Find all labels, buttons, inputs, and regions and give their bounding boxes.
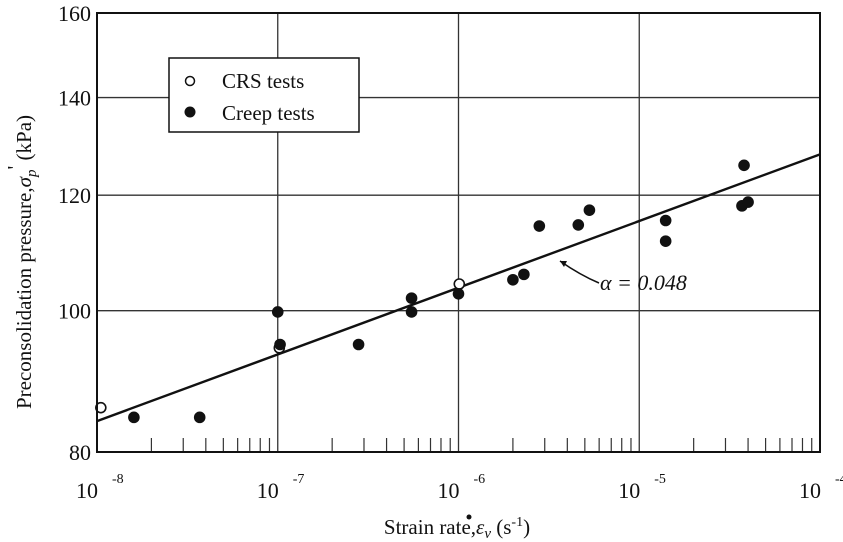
creep-point	[659, 214, 672, 227]
x-axis-title-unit-exp: -1	[511, 515, 523, 530]
creep-point	[738, 159, 750, 172]
annotation-arrow	[559, 260, 600, 284]
y-tick-label: 100	[58, 299, 91, 324]
x-axis-title-symbol: ε	[476, 515, 485, 539]
x-tick-exponent: -4	[835, 472, 843, 487]
x-tick-label: 10	[799, 478, 821, 503]
y-tick-label: 160	[58, 1, 91, 26]
creep-point	[352, 338, 365, 351]
creep-point	[405, 292, 418, 304]
x-tick-label: 10	[438, 478, 460, 503]
creep-point	[572, 219, 585, 231]
y-tick-labels: 80 100 120 140 160	[58, 1, 91, 465]
creep-point	[533, 220, 546, 232]
legend-label-creep: Creep tests	[222, 101, 315, 125]
fit-label: α = 0.048	[600, 270, 687, 295]
fit-annotation: α = 0.048	[559, 260, 687, 295]
crs-point	[95, 401, 107, 414]
y-axis-title-symbol: σ	[12, 175, 36, 187]
y-axis-title-prefix: Preconsolidation pressure,	[12, 187, 36, 409]
x-axis-title-unit-close: )	[523, 515, 530, 539]
y-tick-label: 140	[58, 86, 91, 111]
y-axis-title-prime: '	[3, 166, 27, 170]
y-axis-title: Preconsolidation pressure,σp' (kPa)	[3, 115, 40, 409]
crs-point	[453, 278, 466, 290]
creep-point	[452, 288, 465, 300]
creep-point	[659, 235, 672, 247]
creep-point	[742, 196, 754, 208]
annotation-arrowhead	[560, 261, 567, 267]
x-tick-exponent: -8	[112, 472, 124, 487]
y-tick-label: 120	[58, 183, 91, 208]
y-axis-title-sub: p	[24, 169, 40, 178]
creep-point	[405, 306, 418, 318]
x-axis-title-prefix: Strain rate,	[384, 515, 476, 539]
data-points	[95, 159, 754, 424]
legend: CRS tests Creep tests	[168, 57, 360, 133]
x-axis-title-dot	[466, 514, 472, 520]
x-tick-labels: 10 -8 10 -7 10 -6 10 -5 10 -4	[76, 472, 843, 503]
x-tick-label: 10	[76, 478, 98, 503]
creep-point	[271, 306, 284, 318]
x-tick-exponent: -6	[474, 472, 486, 487]
x-tick-exponent: -5	[654, 472, 666, 487]
legend-marker-crs	[184, 75, 196, 87]
creep-point	[583, 204, 596, 216]
creep-point	[274, 338, 286, 351]
x-axis-title-unit-open: (s	[491, 515, 511, 539]
creep-point	[193, 411, 206, 424]
x-tick-exponent: -7	[293, 472, 305, 487]
y-tick-label: 80	[69, 440, 91, 465]
x-tick-label: 10	[618, 478, 640, 503]
creep-point	[507, 273, 519, 286]
plot-frame	[96, 12, 821, 453]
minor-ticks	[150, 438, 813, 452]
y-axis-title-unit: (kPa)	[12, 115, 36, 166]
creep-point	[518, 268, 530, 281]
legend-label-crs: CRS tests	[222, 69, 304, 93]
creep-point	[128, 411, 140, 424]
x-axis-title-sub: v	[484, 526, 491, 542]
legend-box	[168, 57, 360, 133]
x-tick-label: 10	[257, 478, 279, 503]
x-axis-title: Strain rate,εv (s-1)	[384, 515, 530, 542]
legend-marker-creep	[184, 106, 196, 118]
